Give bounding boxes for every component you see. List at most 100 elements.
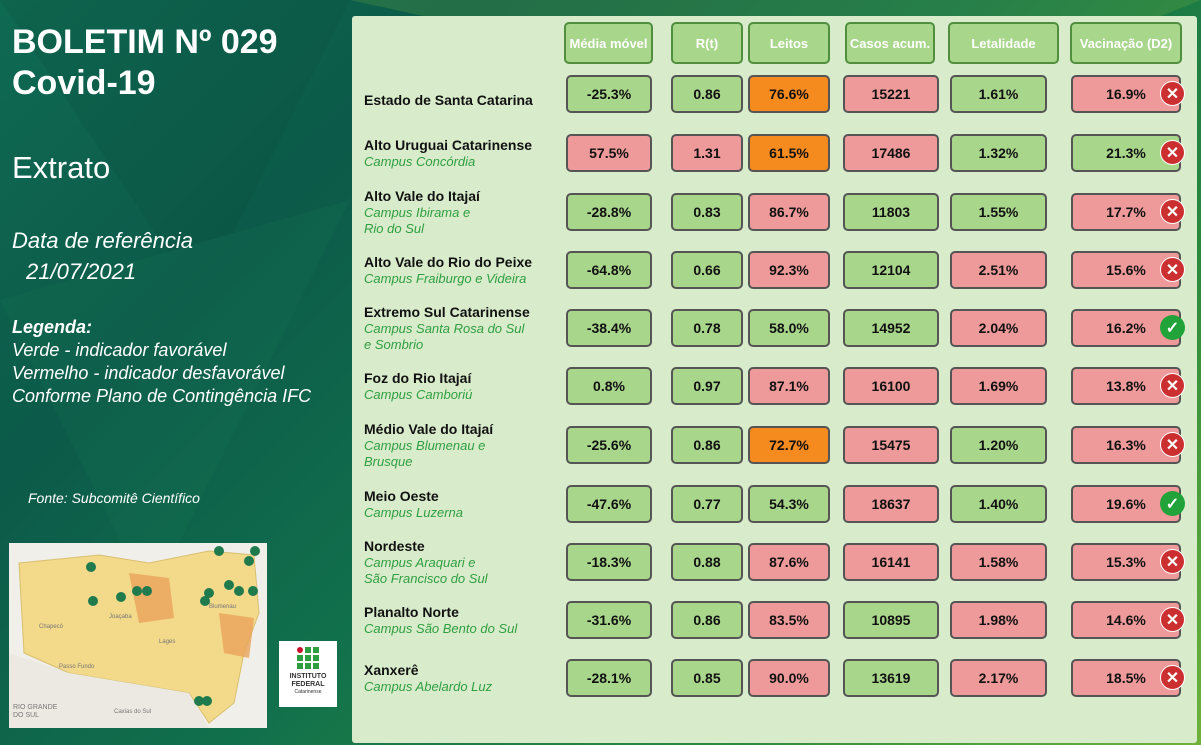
header-casos-acum: Casos acum.: [845, 22, 935, 64]
logo-line-1: INSTITUTO: [289, 673, 327, 680]
campus-name: Campus Abelardo Luz: [364, 678, 493, 694]
x-icon: ✕: [1160, 199, 1185, 224]
value-leitos: 90.0%: [748, 659, 830, 697]
value-media-movel: -64.8%: [566, 251, 652, 289]
header-media-movel: Média móvel: [564, 22, 653, 64]
row-label: Alto Vale do Itajaí Campus Ibirama e Rio …: [364, 188, 480, 237]
left-panel: BOLETIM Nº 029 Covid-19 Extrato Data de …: [0, 0, 350, 745]
x-icon: ✕: [1160, 81, 1185, 106]
value-leitos: 87.6%: [748, 543, 830, 581]
value-rt: 0.97: [671, 367, 743, 405]
value-media-movel: -31.6%: [566, 601, 652, 639]
region-name: Nordeste: [364, 537, 425, 554]
region-name: Meio Oeste: [364, 487, 439, 504]
value-vacinacao: 16.2%: [1071, 309, 1181, 347]
value-media-movel: 0.8%: [566, 367, 652, 405]
map-label-passo-fundo: Passo Fundo: [59, 664, 95, 670]
x-icon: ✕: [1160, 549, 1185, 574]
value-leitos: 86.7%: [748, 193, 830, 231]
title-line-2: Covid-19: [12, 64, 156, 102]
subtitle: Extrato: [12, 150, 111, 185]
row-label: Meio Oeste Campus Luzerna: [364, 488, 463, 521]
campus-name: Campus Luzerna: [364, 504, 463, 520]
campus-name: Campus Fraiburgo e Videira: [364, 270, 527, 286]
header-leitos: Leitos: [748, 22, 830, 64]
value-letalidade: 2.04%: [950, 309, 1047, 347]
map-label-rs2: DO SUL: [13, 712, 39, 719]
value-rt: 1.31: [671, 134, 743, 172]
reference-date: 21/07/2021: [26, 259, 137, 284]
value-leitos: 72.7%: [748, 426, 830, 464]
campus-map: RIO GRANDE DO SUL Passo Fundo Caxias do …: [9, 543, 267, 728]
value-letalidade: 1.32%: [950, 134, 1047, 172]
value-rt: 0.86: [671, 426, 743, 464]
value-media-movel: -28.1%: [566, 659, 652, 697]
x-icon: ✕: [1160, 257, 1185, 282]
header-rt: R(t): [671, 22, 743, 64]
region-name: Planalto Norte: [364, 603, 459, 620]
x-icon: ✕: [1160, 665, 1185, 690]
value-vacinacao: 18.5%: [1071, 659, 1181, 697]
value-casos-acum: 15221: [843, 75, 939, 113]
value-rt: 0.66: [671, 251, 743, 289]
x-icon: ✕: [1160, 373, 1185, 398]
campus-name: Campus Blumenau e Brusque: [364, 437, 486, 469]
value-casos-acum: 13619: [843, 659, 939, 697]
value-letalidade: 1.58%: [950, 543, 1047, 581]
value-letalidade: 1.69%: [950, 367, 1047, 405]
value-rt: 0.77: [671, 485, 743, 523]
map-label-blumenau: Blumenau: [209, 604, 236, 610]
value-rt: 0.85: [671, 659, 743, 697]
bulletin-title: BOLETIM Nº 029 Covid-19: [12, 22, 278, 104]
region-name: Alto Uruguai Catarinense: [364, 136, 533, 153]
value-leitos: 61.5%: [748, 134, 830, 172]
value-casos-acum: 11803: [843, 193, 939, 231]
value-letalidade: 2.17%: [950, 659, 1047, 697]
map-label-joacaba: Joaçaba: [109, 614, 132, 620]
value-letalidade: 1.61%: [950, 75, 1047, 113]
value-media-movel: -28.8%: [566, 193, 652, 231]
legend-line-red: Vermelho - indicador desfavorável: [12, 363, 285, 383]
reference-date-block: Data de referência 21/07/2021: [12, 225, 193, 287]
legend-line-green: Verde - indicador favorável: [12, 340, 227, 360]
map-pin-icons: [86, 546, 260, 706]
map-label-rs1: RIO GRANDE: [13, 704, 58, 711]
ifc-logo: INSTITUTO FEDERAL Catarinense: [279, 641, 337, 707]
value-letalidade: 1.98%: [950, 601, 1047, 639]
row-label: Alto Vale do Rio do Peixe Campus Fraiburg…: [364, 254, 532, 287]
logo-line-2: FEDERAL: [291, 681, 325, 688]
value-letalidade: 1.20%: [950, 426, 1047, 464]
value-media-movel: 57.5%: [566, 134, 652, 172]
value-leitos: 87.1%: [748, 367, 830, 405]
reference-label: Data de referência: [12, 228, 193, 253]
logo-text: INSTITUTO FEDERAL: [290, 673, 327, 689]
legend-title: Legenda:: [12, 317, 93, 337]
legend: Legenda: Verde - indicador favorável Ver…: [12, 316, 311, 408]
value-casos-acum: 14952: [843, 309, 939, 347]
row-label: Planalto Norte Campus São Bento do Sul: [364, 604, 517, 637]
value-leitos: 54.3%: [748, 485, 830, 523]
map-label-caxias: Caxias do Sul: [114, 709, 151, 715]
logo-line-3: Catarinense: [294, 689, 322, 695]
region-name: Médio Vale do Itajaí: [364, 420, 494, 437]
region-name: Extremo Sul Catarinense: [364, 303, 530, 320]
row-label: Médio Vale do Itajaí Campus Blumenau e Br…: [364, 421, 493, 470]
title-line-1: BOLETIM Nº 029: [12, 23, 278, 61]
check-icon: ✓: [1160, 491, 1185, 516]
value-casos-acum: 16141: [843, 543, 939, 581]
row-label: Alto Uruguai Catarinense Campus Concórdia: [364, 137, 532, 170]
region-name: Foz do Rio Itajaí: [364, 369, 472, 386]
x-icon: ✕: [1160, 432, 1185, 457]
row-label: Nordeste Campus Araquari e São Francisco …: [364, 538, 488, 587]
row-label: Estado de Santa Catarina: [364, 92, 533, 109]
value-media-movel: -38.4%: [566, 309, 652, 347]
row-label: Extremo Sul Catarinense Campus Santa Rosa…: [364, 304, 530, 353]
campus-name: Campus Concórdia: [364, 153, 476, 169]
value-casos-acum: 15475: [843, 426, 939, 464]
region-name: Alto Vale do Rio do Peixe: [364, 253, 533, 270]
campus-name: Campus Araquari e São Francisco do Sul: [364, 554, 488, 586]
value-leitos: 58.0%: [748, 309, 830, 347]
value-letalidade: 1.55%: [950, 193, 1047, 231]
row-label: Xanxerê Campus Abelardo Luz: [364, 662, 492, 695]
header-vacinacao: Vacinação (D2): [1070, 22, 1182, 64]
